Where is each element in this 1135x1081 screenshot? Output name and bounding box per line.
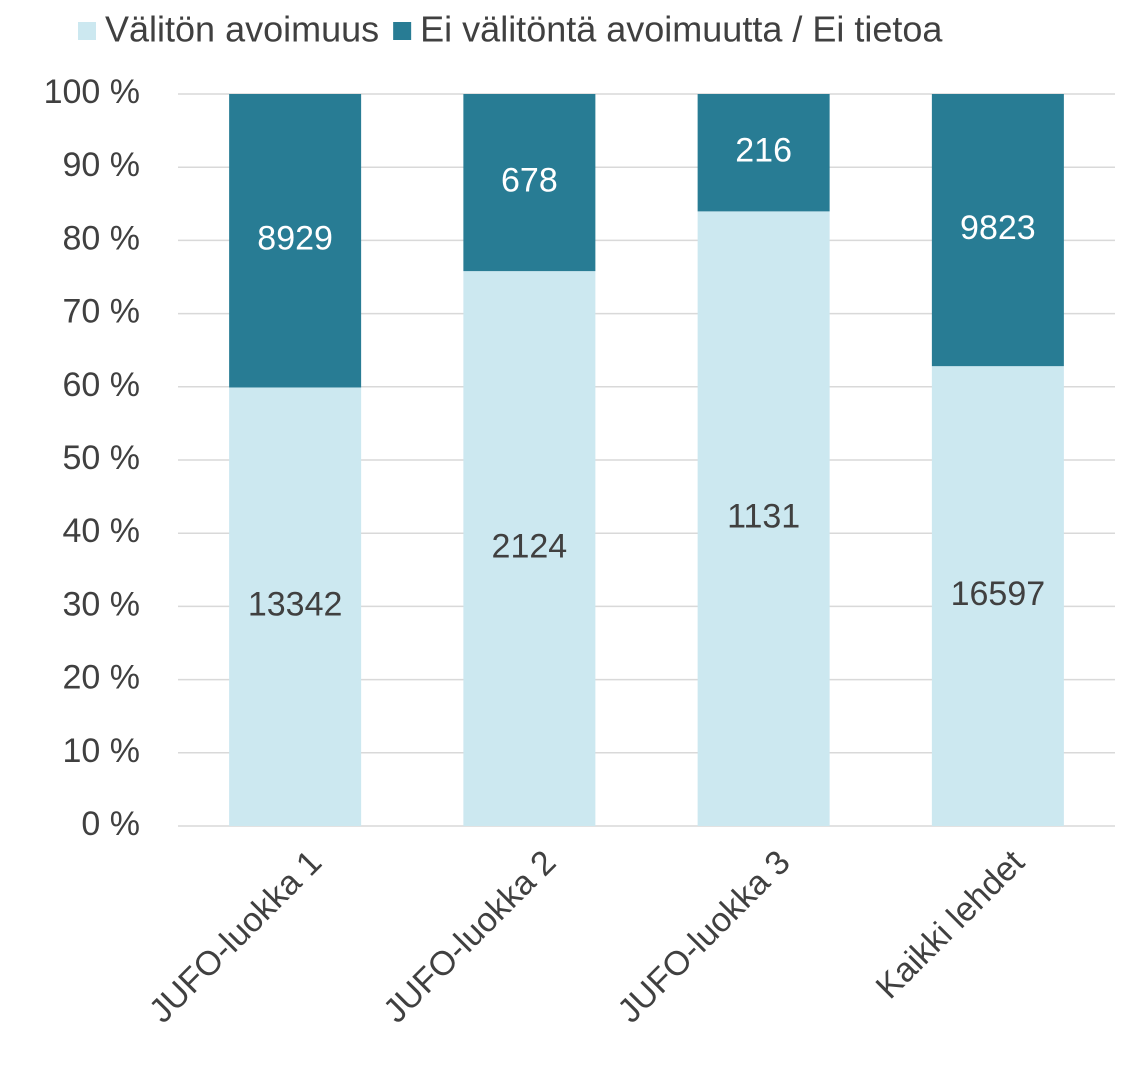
y-tick-label: 20 % bbox=[63, 659, 141, 697]
legend-swatch bbox=[78, 22, 96, 40]
data-label: 1131 bbox=[727, 498, 800, 536]
bar-segment bbox=[229, 94, 362, 388]
data-label: 9823 bbox=[960, 209, 1036, 247]
y-tick-label: 40 % bbox=[63, 512, 141, 550]
data-label: 13342 bbox=[248, 586, 343, 624]
data-label: 678 bbox=[501, 162, 558, 200]
bar-segment bbox=[463, 94, 596, 272]
y-tick-label: 70 % bbox=[63, 293, 141, 331]
legend-label: Ei välitöntä avoimuutta / Ei tietoa bbox=[420, 9, 943, 50]
x-tick-label: JUFO-luokka 2 bbox=[376, 843, 563, 1030]
x-tick-label: JUFO-luokka 1 bbox=[142, 843, 329, 1030]
data-label: 2124 bbox=[492, 528, 568, 566]
x-tick-label: JUFO-luokka 3 bbox=[610, 843, 797, 1030]
legend-label: Välitön avoimuus bbox=[105, 9, 379, 50]
bar-segment bbox=[931, 94, 1064, 367]
y-tick-label: 30 % bbox=[63, 585, 141, 623]
y-tick-label: 50 % bbox=[63, 439, 141, 477]
data-label: 8929 bbox=[257, 220, 333, 258]
x-tick-label: Kaikki lehdet bbox=[869, 843, 1033, 1007]
data-label: 16597 bbox=[951, 575, 1046, 613]
y-tick-label: 90 % bbox=[63, 146, 141, 184]
y-tick-label: 80 % bbox=[63, 219, 141, 257]
bar-segment bbox=[697, 211, 830, 826]
y-tick-label: 10 % bbox=[63, 732, 141, 770]
legend-swatch bbox=[393, 22, 412, 40]
bar-segment bbox=[229, 387, 362, 826]
y-tick-label: 100 % bbox=[44, 73, 140, 111]
bar-segment bbox=[697, 94, 830, 212]
y-tick-label: 60 % bbox=[63, 366, 141, 404]
data-label: 216 bbox=[735, 132, 792, 170]
bar-segment bbox=[463, 271, 596, 826]
bar-segment bbox=[931, 366, 1064, 826]
y-tick-label: 0 % bbox=[81, 805, 140, 843]
